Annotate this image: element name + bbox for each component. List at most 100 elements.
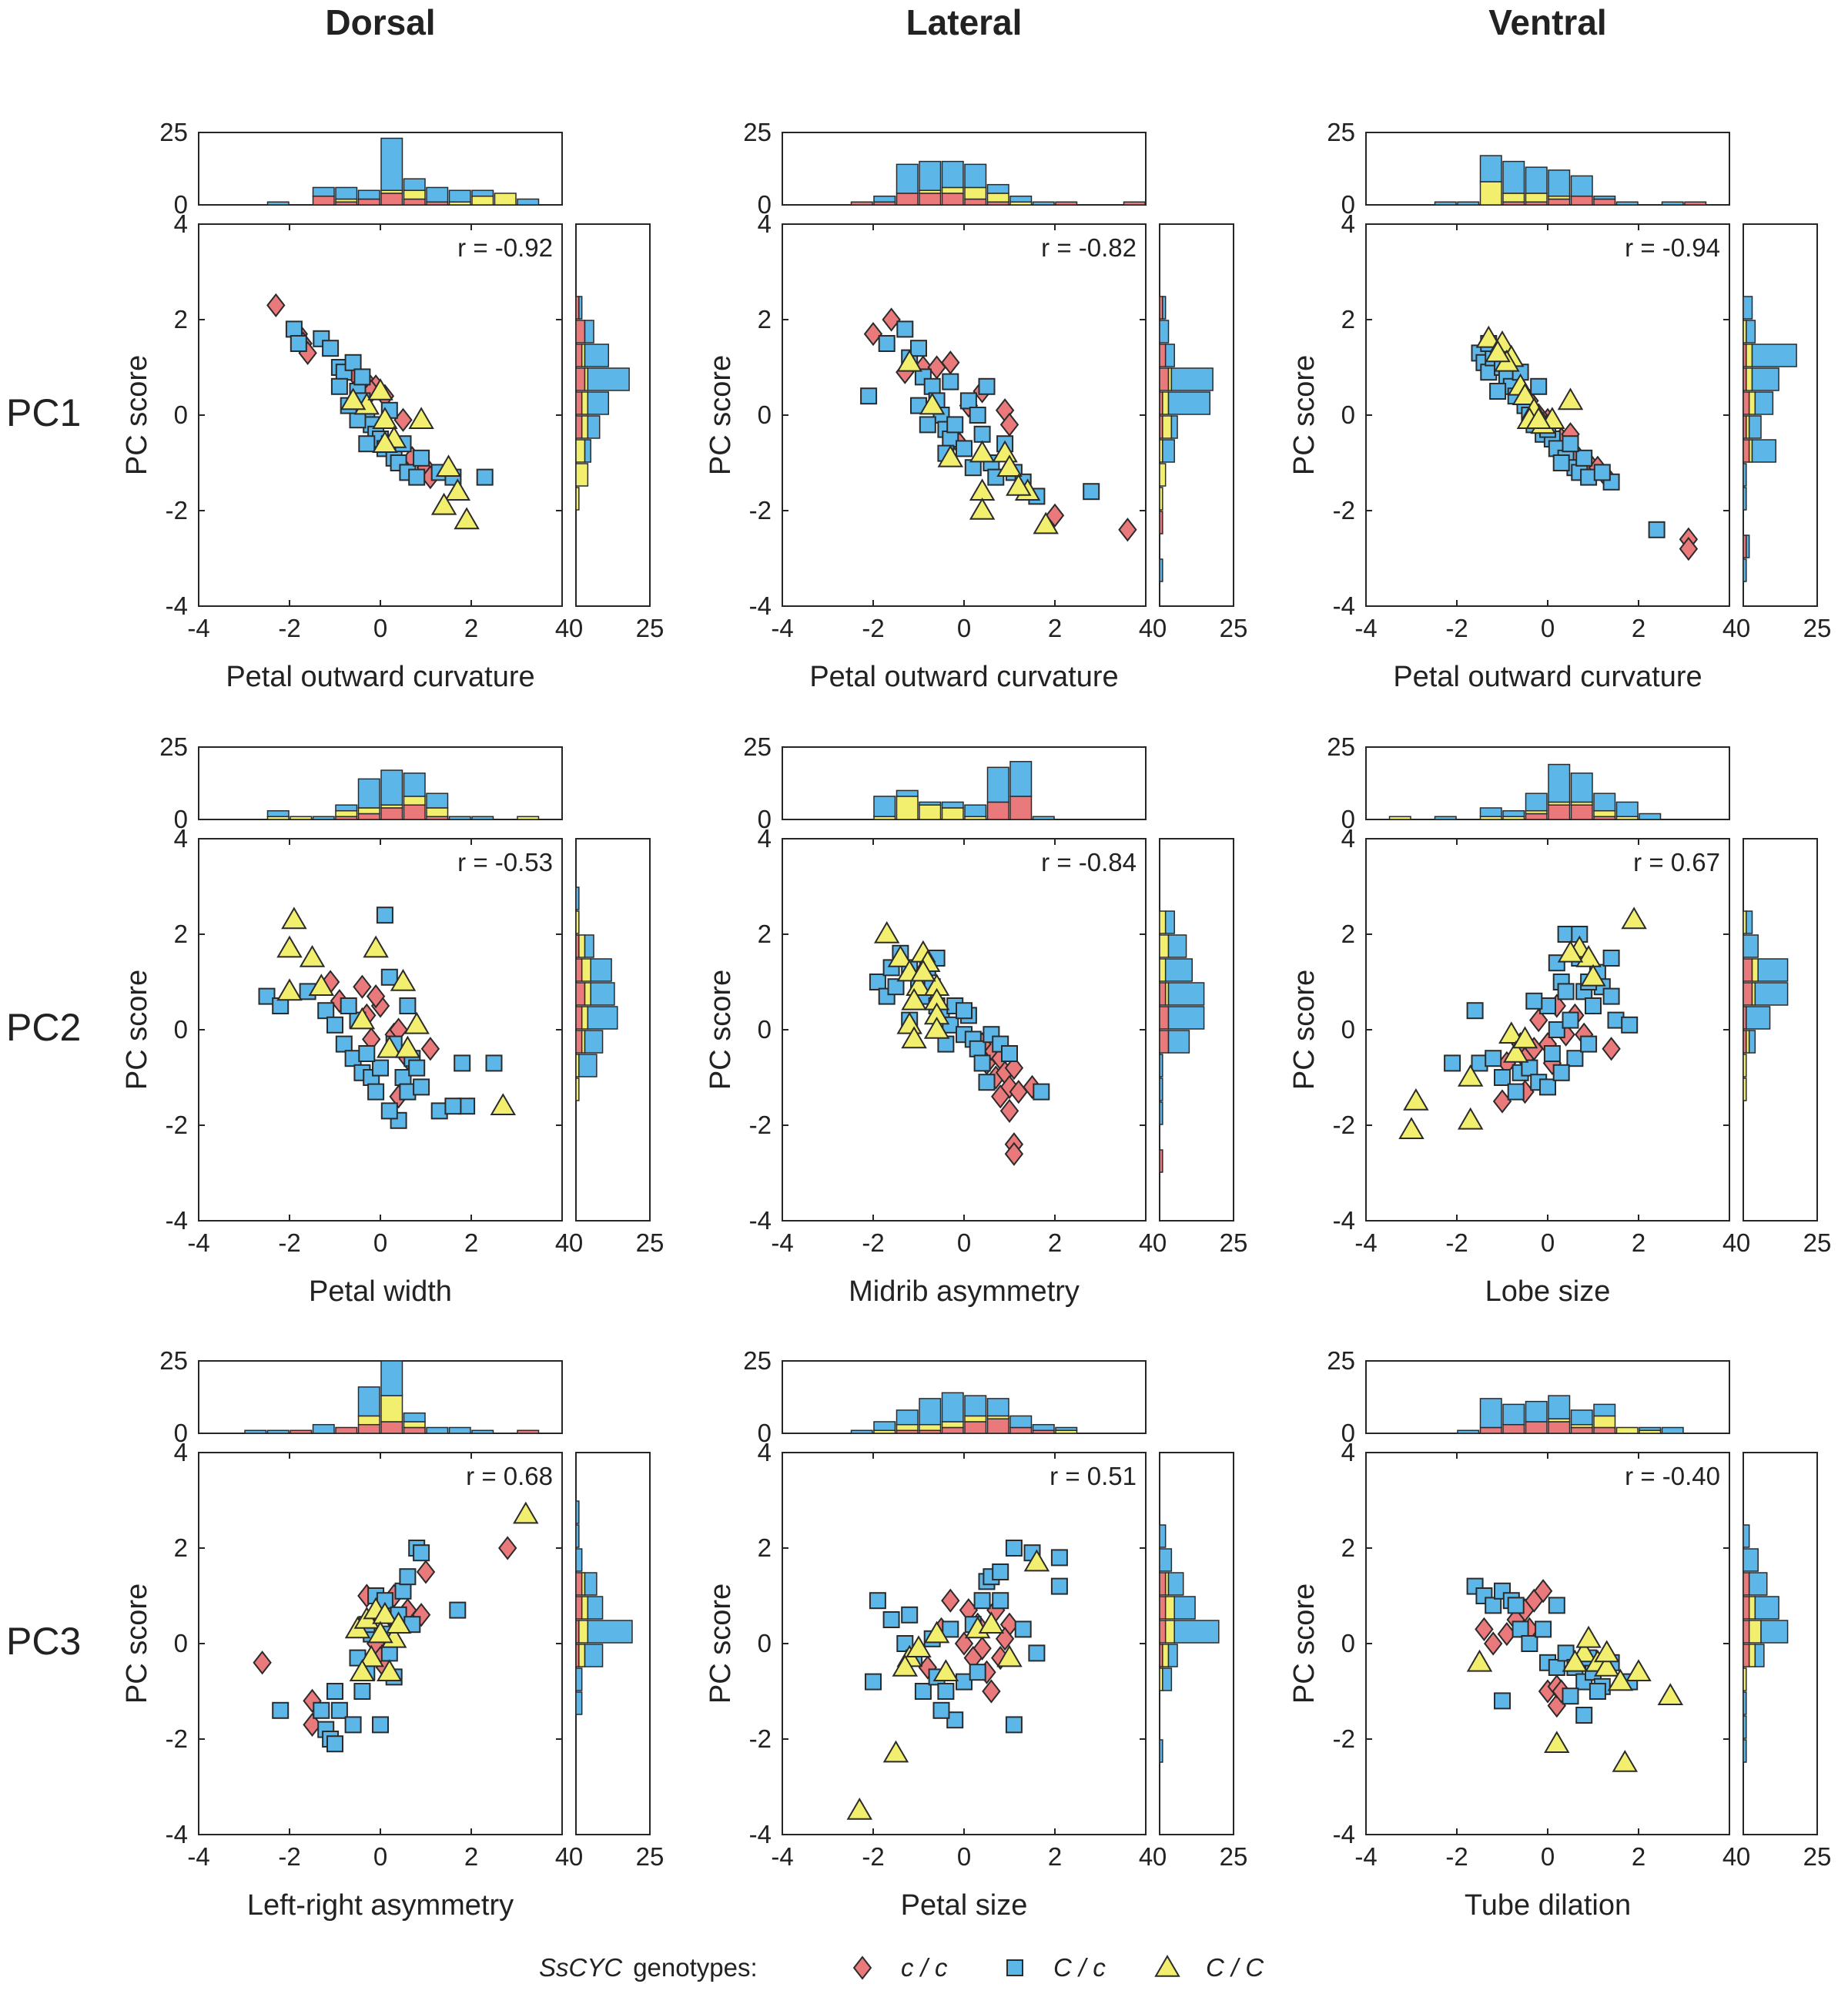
histogram-bar-Cc bbox=[575, 1548, 583, 1572]
x-tick-label: 2 bbox=[1632, 614, 1645, 642]
histogram-bar-cc bbox=[575, 391, 583, 415]
data-point-cc bbox=[941, 1588, 960, 1613]
x-tick-label: 2 bbox=[464, 1228, 478, 1257]
histogram-bar-Cc bbox=[941, 1392, 964, 1423]
histogram-bar-cc bbox=[1159, 1006, 1170, 1030]
histogram-bar-Cc bbox=[1754, 1596, 1779, 1620]
y-tick-label: 0 bbox=[1341, 1015, 1355, 1044]
data-point-cc bbox=[420, 1037, 440, 1061]
histogram-bar-CC bbox=[581, 391, 589, 415]
x-axis-label: Petal size bbox=[901, 1889, 1028, 1922]
data-point-Cc bbox=[1507, 1597, 1525, 1614]
histogram-bar-Cc bbox=[1009, 195, 1033, 203]
histogram-bar-Cc bbox=[1167, 391, 1211, 415]
histogram-bar-Cc bbox=[584, 344, 609, 367]
legend-marker-Cc bbox=[1006, 1959, 1023, 1976]
histogram-bar-CC bbox=[919, 804, 942, 820]
correlation-label: r = 0.67 bbox=[1633, 848, 1720, 876]
series-CC bbox=[1398, 907, 1647, 1139]
data-point-Cc bbox=[969, 407, 986, 424]
data-point-Cc bbox=[937, 1683, 955, 1700]
histogram-bar-Cc bbox=[590, 958, 612, 982]
data-point-CC bbox=[1023, 1549, 1050, 1572]
histogram-bar-cc bbox=[1743, 958, 1753, 982]
histogram-bar-cc bbox=[964, 198, 987, 206]
histogram-bar-CC bbox=[335, 809, 358, 817]
histogram-bar-cc bbox=[941, 1426, 964, 1434]
legend-marker-cc bbox=[852, 1955, 872, 1980]
scatter-panel-pc2-dorsal: -4-4 -2 -2 0 0 2 2 4 4 Petal width PC score r = -0.… bbox=[121, 824, 569, 1308]
histogram-bar-Cc bbox=[1170, 415, 1178, 439]
histogram-frame bbox=[1159, 838, 1234, 1222]
x-axis-label: Petal outward curvature bbox=[809, 661, 1118, 693]
histogram-bar-CC bbox=[964, 186, 987, 200]
x-tick-label: -2 bbox=[862, 614, 884, 642]
data-point-Cc bbox=[353, 368, 371, 386]
histogram-bar-Cc bbox=[448, 1426, 471, 1434]
x-tick-label: 25 bbox=[1803, 1228, 1832, 1257]
histogram-bar-Cc bbox=[335, 804, 358, 812]
histogram-bar-Cc bbox=[1570, 175, 1593, 197]
histogram-bar-CC bbox=[1164, 1596, 1175, 1620]
histogram-bar-CC bbox=[403, 1421, 426, 1429]
histogram-bar-Cc bbox=[1751, 344, 1797, 367]
histogram-bar-CC bbox=[1593, 809, 1616, 817]
data-point-Cc bbox=[322, 340, 340, 357]
column-title-ventral: Ventral bbox=[1488, 2, 1606, 42]
correlation-label: r = -0.94 bbox=[1625, 233, 1720, 262]
histogram-bar-cc bbox=[380, 1421, 403, 1434]
x-axis-label: Tube dilation bbox=[1465, 1889, 1631, 1922]
y-tick-label: -4 bbox=[749, 1206, 772, 1235]
data-point-Cc bbox=[1552, 454, 1570, 471]
histogram-bar-cc bbox=[403, 1426, 426, 1434]
histogram-bar-Cc bbox=[357, 189, 380, 200]
top-histogram-pc3-lateral: 0 25 bbox=[743, 1346, 1147, 1447]
x-tick-label: -2 bbox=[278, 1228, 300, 1257]
data-point-cc bbox=[863, 321, 883, 347]
histogram-bar-Cc bbox=[1159, 1101, 1163, 1125]
data-point-CC bbox=[910, 959, 936, 982]
histogram-bar-cc bbox=[380, 807, 403, 820]
data-point-Cc bbox=[330, 377, 348, 395]
data-point-Cc bbox=[1566, 1050, 1584, 1067]
histogram-bar-Cc bbox=[896, 1409, 919, 1426]
x-tick-label: 25 bbox=[1803, 1842, 1832, 1871]
histogram-bar-Cc bbox=[517, 198, 540, 206]
data-point-CC bbox=[1544, 1731, 1570, 1753]
histogram-bar-CC bbox=[1748, 1596, 1756, 1620]
data-point-CC bbox=[1575, 1625, 1602, 1648]
histogram-bar-CC bbox=[581, 415, 589, 439]
histogram-frame bbox=[198, 1360, 563, 1434]
y-tick-label: 0 bbox=[174, 1015, 188, 1044]
histogram-bar-cc bbox=[1743, 1596, 1750, 1620]
data-point-Cc bbox=[1050, 1577, 1068, 1595]
histogram-bar-Cc bbox=[1032, 816, 1055, 820]
histogram-bar-CC bbox=[896, 1423, 919, 1431]
histogram-bar-Cc bbox=[986, 183, 1009, 194]
histogram-bar-cc bbox=[575, 320, 586, 344]
row-label-pc1: PC1 bbox=[6, 391, 81, 434]
data-point-CC bbox=[887, 945, 914, 967]
y-tick-label: 2 bbox=[174, 305, 188, 333]
histogram-bar-Cc bbox=[1009, 761, 1033, 797]
histogram-bar-Cc bbox=[1173, 1596, 1196, 1620]
data-point-Cc bbox=[878, 335, 896, 352]
histogram-bar-CC bbox=[575, 487, 580, 511]
histogram-bar-Cc bbox=[1661, 201, 1684, 206]
scatter-axes-frame bbox=[1365, 838, 1730, 1222]
histogram-bar-cc bbox=[1159, 1030, 1170, 1054]
y-tick-label: 25 bbox=[743, 732, 772, 761]
histogram-bar-Cc bbox=[266, 809, 290, 817]
histogram-frame bbox=[1365, 746, 1730, 820]
data-point-CC bbox=[923, 1620, 950, 1644]
histogram-bar-Cc bbox=[1615, 801, 1639, 817]
x-tick-label: 0 bbox=[569, 614, 583, 642]
histogram-bar-Cc bbox=[919, 801, 942, 806]
histogram-bar-cc bbox=[896, 193, 919, 206]
y-tick-label: -4 bbox=[749, 591, 772, 620]
y-tick-label: 25 bbox=[159, 1346, 188, 1375]
x-tick-label: -2 bbox=[1445, 1228, 1468, 1257]
y-tick-label: 2 bbox=[1341, 305, 1355, 333]
right-histogram-pc1-dorsal: 0 25 bbox=[569, 223, 664, 642]
y-tick-label: 25 bbox=[743, 1346, 772, 1375]
